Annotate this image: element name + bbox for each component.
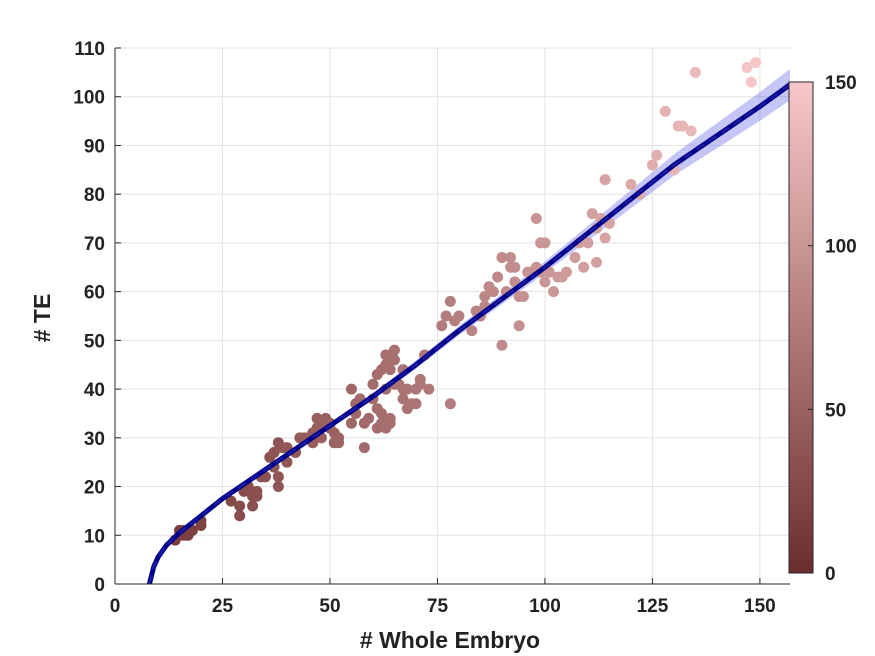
colorbar-tick-label: 50 [825, 400, 846, 421]
colorbar-tick-label: 150 [825, 73, 857, 94]
data-point [685, 125, 697, 137]
data-point [363, 412, 375, 424]
data-point [384, 412, 396, 424]
fit-curve [146, 82, 792, 585]
data-point [625, 178, 637, 190]
data-point [479, 291, 491, 303]
data-point [741, 61, 753, 73]
data-point [234, 510, 246, 522]
data-point [750, 57, 762, 69]
data-point [367, 378, 379, 390]
data-point [345, 417, 357, 429]
data-point [517, 291, 529, 303]
data-point [397, 393, 409, 405]
data-point [509, 261, 521, 273]
y-tick-label: 0 [94, 575, 105, 596]
x-tick-label: 50 [319, 596, 340, 617]
x-tick-label: 125 [637, 596, 669, 617]
data-point [496, 252, 508, 264]
data-point [646, 159, 658, 171]
y-tick-label: 90 [84, 136, 105, 157]
data-point [388, 344, 400, 356]
data-point [548, 286, 560, 298]
data-point [539, 237, 551, 249]
y-tick-label: 50 [84, 331, 105, 352]
data-point [272, 481, 284, 493]
colorbar: 0 50 100 150 [788, 73, 857, 585]
data-point [586, 208, 598, 220]
data-point [376, 407, 388, 419]
y-tick-label: 70 [84, 234, 105, 255]
data-point [513, 320, 525, 332]
data-point [272, 471, 284, 483]
y-tick-labels: 0 10 20 30 40 50 60 70 80 90 100 110 [73, 39, 105, 596]
x-tick-label: 100 [529, 596, 561, 617]
data-point [496, 339, 508, 351]
data-point [582, 237, 594, 249]
colorbar-tick-label: 0 [825, 564, 836, 585]
grid-lines [114, 47, 790, 585]
data-point [599, 174, 611, 186]
data-point [423, 383, 435, 395]
data-point [453, 310, 465, 322]
x-tick-labels: 0 25 50 75 100 125 150 [110, 596, 776, 617]
data-point [689, 66, 701, 78]
data-point [543, 266, 555, 278]
data-point [444, 295, 456, 307]
y-tick-label: 40 [84, 380, 105, 401]
y-tick-label: 100 [73, 88, 105, 109]
data-point [591, 256, 603, 268]
data-point [436, 320, 448, 332]
data-point [247, 500, 259, 512]
data-point [539, 276, 551, 288]
axes [114, 47, 790, 585]
y-axis-label: # TE [29, 294, 55, 343]
x-tick-label: 75 [427, 596, 449, 617]
data-point [599, 232, 611, 244]
colorbar-tick-label: 100 [825, 237, 857, 258]
data-point [345, 383, 357, 395]
data-point [333, 432, 345, 444]
data-point [659, 105, 671, 117]
data-point [388, 354, 400, 366]
fit-line-dashed [148, 83, 791, 585]
data-point [578, 261, 590, 273]
data-point [251, 485, 263, 497]
data-point [505, 252, 517, 264]
data-point [414, 378, 426, 390]
x-tick-label: 0 [110, 596, 121, 617]
y-tick-label: 60 [84, 283, 105, 304]
y-tick-label: 110 [74, 39, 105, 60]
data-point [677, 120, 689, 132]
colorbar-gradient [788, 81, 814, 574]
data-point [268, 446, 280, 458]
data-point [560, 266, 572, 278]
x-tick-label: 150 [744, 596, 776, 617]
y-tick-label: 10 [84, 526, 105, 547]
data-point [401, 383, 413, 395]
data-point [651, 149, 663, 161]
data-point [466, 325, 478, 337]
data-point [745, 76, 757, 88]
data-point [358, 442, 370, 454]
data-point [410, 398, 422, 410]
x-tick-label: 25 [212, 596, 234, 617]
x-axis-label: # Whole Embryo [360, 627, 540, 653]
data-point [384, 364, 396, 376]
data-point [225, 495, 237, 507]
y-tick-label: 30 [84, 429, 105, 450]
data-point [530, 213, 542, 225]
data-point [487, 286, 499, 298]
data-point [444, 398, 456, 410]
data-point [492, 271, 504, 283]
data-point [569, 252, 581, 264]
y-tick-label: 80 [84, 185, 105, 206]
data-point [440, 310, 452, 322]
data-point [234, 500, 246, 512]
y-tick-label: 20 [84, 478, 105, 499]
